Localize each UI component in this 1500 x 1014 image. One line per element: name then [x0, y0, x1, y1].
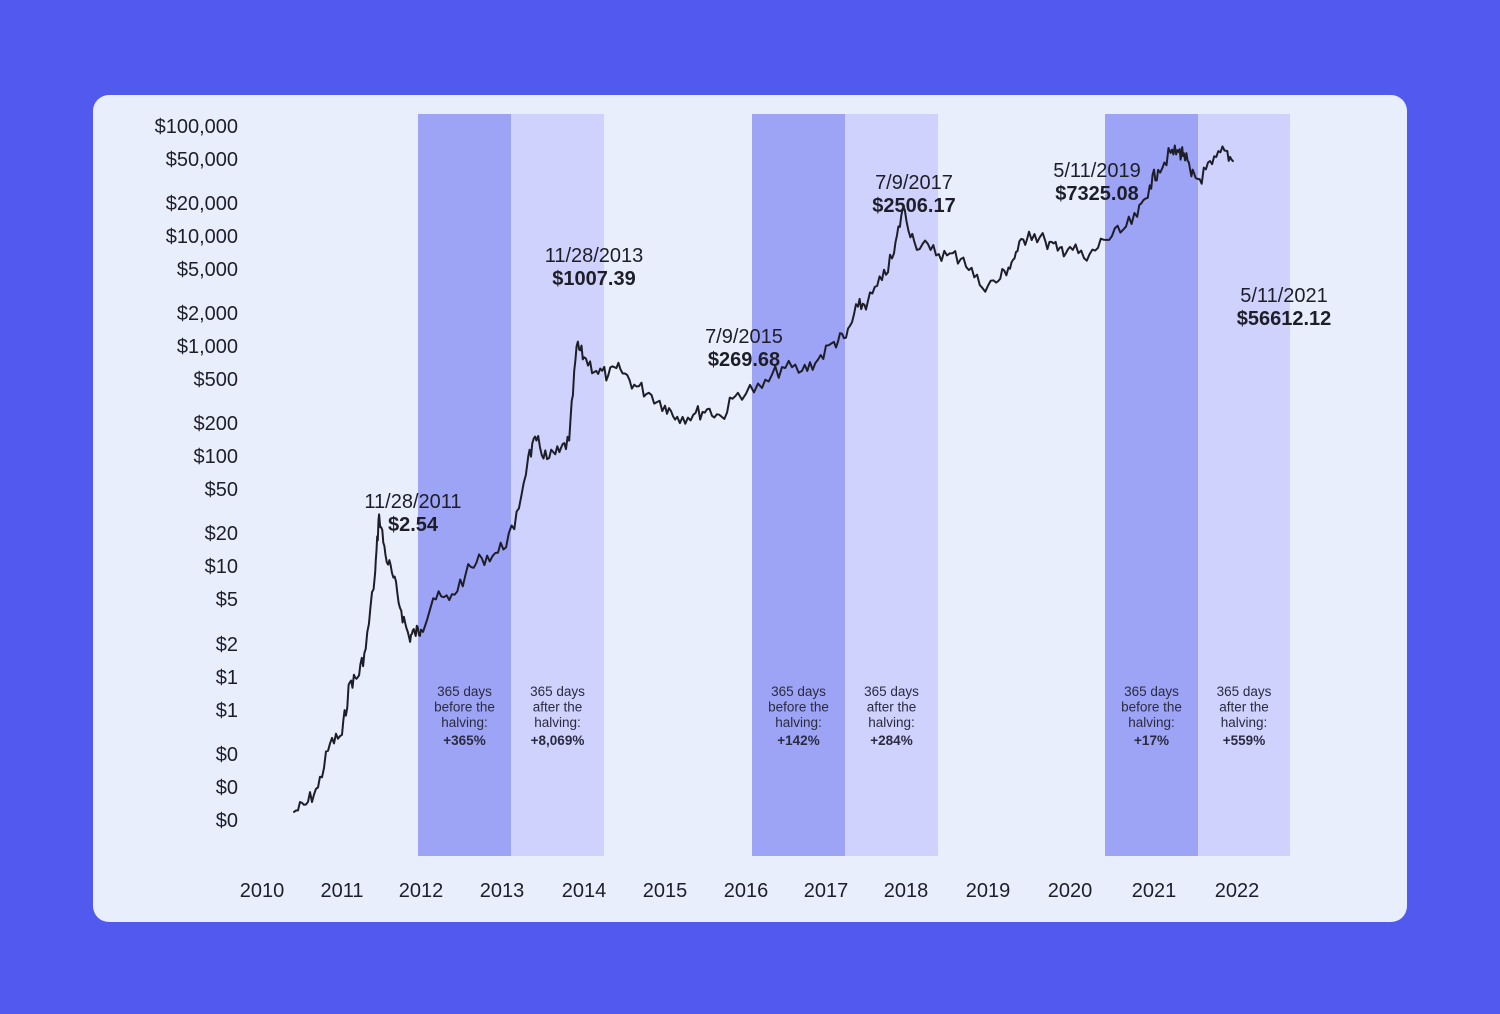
band-change: +17% — [1134, 733, 1169, 748]
y-tick-label: $0 — [216, 744, 238, 766]
y-tick-label: $500 — [194, 369, 239, 391]
halving-band-after — [845, 114, 938, 856]
band-label-line: halving: — [1128, 715, 1175, 730]
price-line — [293, 144, 1234, 813]
y-tick-label: $50 — [205, 479, 238, 501]
x-tick-label: 2011 — [320, 880, 363, 902]
annotation-date: 5/11/2021 — [1240, 285, 1328, 307]
x-axis-ticks: 2010 2011 2012 2013 2014 2015 2016 2017 2018 2019… — [240, 880, 1260, 902]
y-tick-label: $5,000 — [177, 259, 238, 281]
halving-band-before — [418, 114, 511, 856]
y-axis-ticks: $100,000 $50,000 $20,000 $10,000 $5,000 $2,00… — [155, 116, 238, 832]
halving-band-before — [752, 114, 845, 856]
x-tick-label: 2010 — [240, 880, 285, 902]
y-tick-label: $2 — [216, 634, 238, 656]
price-annotations: 11/28/2011$2.54 11/28/2013$1007.39 7/9/201… — [364, 160, 1331, 536]
band-change: +142% — [777, 733, 819, 748]
y-tick-label: $1,000 — [177, 336, 238, 358]
y-tick-label: $100 — [194, 446, 239, 468]
price-series-line — [293, 144, 1234, 813]
annotation-price: $1007.39 — [552, 268, 635, 290]
band-label-line: halving: — [1221, 715, 1268, 730]
band-label-line: before the — [434, 700, 495, 715]
band-label-line: halving: — [775, 715, 822, 730]
x-tick-label: 2017 — [804, 880, 849, 902]
annotation-date: 11/28/2011 — [364, 491, 461, 513]
y-tick-label: $1 — [216, 667, 238, 689]
band-label-line: after the — [1219, 700, 1269, 715]
annotation-price: $269.68 — [708, 349, 780, 371]
annotation-date: 5/11/2019 — [1053, 160, 1141, 182]
x-tick-label: 2020 — [1048, 880, 1093, 902]
annotation-price: $7325.08 — [1055, 183, 1138, 205]
y-tick-label: $200 — [194, 413, 239, 435]
annotation-price: $2.54 — [388, 514, 439, 536]
band-change: +284% — [870, 733, 912, 748]
halving-bands — [418, 114, 1290, 856]
band-label-line: before the — [1121, 700, 1182, 715]
annotation-date: 7/9/2015 — [705, 326, 783, 348]
x-tick-label: 2012 — [399, 880, 444, 902]
halving-band-before — [1105, 114, 1198, 856]
band-label-line: 365 days — [771, 684, 826, 699]
x-tick-label: 2014 — [562, 880, 607, 902]
x-tick-label: 2013 — [480, 880, 525, 902]
y-tick-label: $20,000 — [166, 193, 238, 215]
band-label-line: halving: — [441, 715, 488, 730]
x-tick-label: 2019 — [966, 880, 1011, 902]
x-tick-label: 2015 — [643, 880, 688, 902]
y-tick-label: $20 — [205, 523, 238, 545]
band-label-line: halving: — [534, 715, 581, 730]
x-tick-label: 2018 — [884, 880, 929, 902]
y-tick-label: $50,000 — [166, 149, 238, 171]
y-tick-label: $2,000 — [177, 303, 238, 325]
y-tick-label: $100,000 — [155, 116, 238, 138]
band-label-line: 365 days — [1217, 684, 1272, 699]
band-label-line: halving: — [868, 715, 915, 730]
band-label-line: after the — [533, 700, 583, 715]
annotation-price: $56612.12 — [1237, 308, 1332, 330]
x-tick-label: 2016 — [724, 880, 769, 902]
x-tick-label: 2021 — [1132, 880, 1177, 902]
y-tick-label: $10 — [205, 556, 238, 578]
band-label-line: 365 days — [864, 684, 919, 699]
band-label-line: 365 days — [530, 684, 585, 699]
halving-band-after — [1198, 114, 1290, 856]
halving-band-after — [511, 114, 604, 856]
band-change: +365% — [443, 733, 485, 748]
band-label-line: before the — [768, 700, 829, 715]
band-label-line: 365 days — [1124, 684, 1179, 699]
annotation-price: $2506.17 — [872, 195, 955, 217]
y-tick-label: $10,000 — [166, 226, 238, 248]
y-tick-label: $1 — [216, 700, 238, 722]
band-label-line: after the — [867, 700, 917, 715]
annotation-date: 11/28/2013 — [545, 245, 644, 267]
y-tick-label: $0 — [216, 777, 238, 799]
band-label-line: 365 days — [437, 684, 492, 699]
band-change: +8,069% — [531, 733, 585, 748]
band-change: +559% — [1223, 733, 1265, 748]
y-tick-label: $0 — [216, 810, 238, 832]
x-tick-label: 2022 — [1215, 880, 1260, 902]
annotation-date: 7/9/2017 — [875, 172, 953, 194]
y-tick-label: $5 — [216, 589, 238, 611]
